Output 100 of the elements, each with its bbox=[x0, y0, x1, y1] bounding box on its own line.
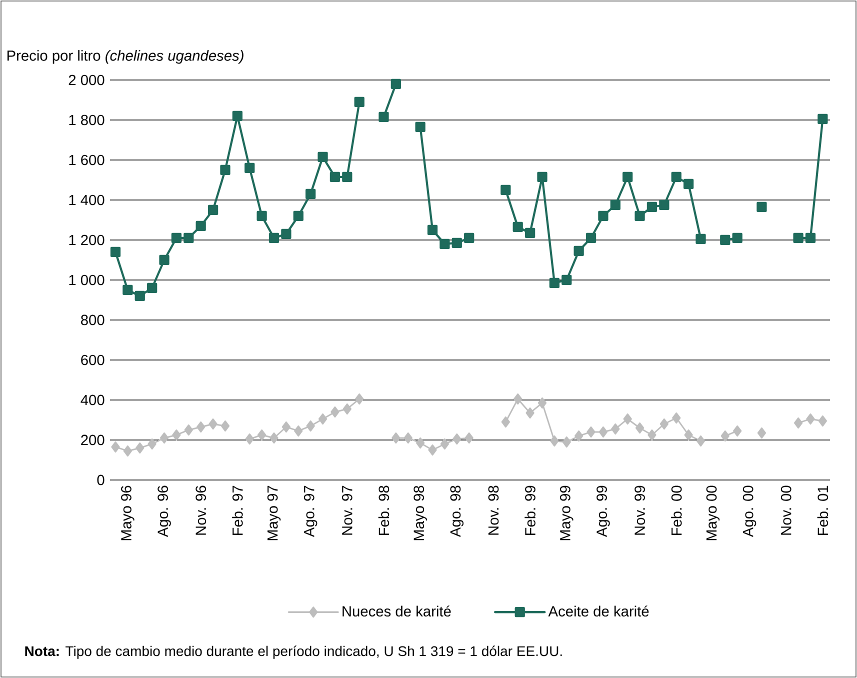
point bbox=[184, 232, 194, 244]
point bbox=[134, 290, 145, 302]
point bbox=[281, 228, 292, 240]
point bbox=[171, 232, 182, 244]
point bbox=[392, 432, 400, 444]
y-tick-label: 1 800 bbox=[69, 114, 104, 126]
point bbox=[538, 397, 547, 409]
y-tick-label: 800 bbox=[81, 314, 104, 326]
point bbox=[208, 204, 218, 216]
point bbox=[805, 232, 816, 244]
point bbox=[427, 224, 438, 236]
point bbox=[549, 278, 560, 288]
point bbox=[136, 442, 144, 454]
y-tick-label: 400 bbox=[80, 394, 104, 406]
point bbox=[148, 438, 156, 450]
point bbox=[452, 433, 462, 445]
point bbox=[550, 435, 559, 447]
point bbox=[574, 430, 584, 442]
point bbox=[415, 122, 426, 132]
x-tick-label: Nov. 96 bbox=[196, 486, 206, 535]
point bbox=[512, 222, 523, 232]
point bbox=[464, 432, 474, 444]
point bbox=[598, 426, 608, 438]
x-tick-label: Nov. 98 bbox=[488, 486, 499, 535]
point bbox=[268, 232, 280, 244]
x-tick-label: Mayo 00 bbox=[706, 486, 720, 540]
point bbox=[672, 412, 681, 424]
point bbox=[659, 200, 670, 210]
y-tick-label: 1 400 bbox=[69, 194, 104, 206]
point bbox=[147, 282, 158, 294]
point bbox=[378, 112, 389, 122]
point bbox=[634, 210, 645, 222]
point bbox=[660, 418, 669, 430]
point bbox=[160, 432, 169, 444]
point bbox=[293, 210, 304, 222]
point bbox=[110, 246, 121, 258]
point bbox=[294, 425, 303, 437]
point bbox=[452, 238, 462, 248]
point bbox=[440, 438, 450, 450]
y-tick-label: 1 000 bbox=[69, 274, 104, 286]
point bbox=[756, 202, 767, 212]
point bbox=[428, 444, 437, 456]
point bbox=[355, 393, 364, 405]
point bbox=[648, 429, 656, 441]
point bbox=[818, 114, 828, 124]
point bbox=[245, 433, 254, 445]
point bbox=[732, 425, 742, 437]
text: Nota: Tipo de cambio medio durante el período indicado, U Sh 1 319 = 1 dólar EE.UU. bbox=[25, 646, 562, 659]
point bbox=[537, 172, 548, 182]
point bbox=[342, 172, 352, 182]
point bbox=[683, 178, 694, 190]
point bbox=[404, 432, 412, 444]
point bbox=[757, 427, 766, 439]
point bbox=[270, 432, 278, 444]
legend-label: Nueces de karité bbox=[342, 606, 451, 617]
legend-label: Aceite de karité bbox=[548, 606, 649, 617]
x-tick-label: Ago. 97 bbox=[304, 486, 318, 538]
x-tick-label: Feb. 01 bbox=[817, 486, 828, 536]
y-tick-label: 2 000 bbox=[68, 74, 104, 86]
point bbox=[635, 422, 644, 434]
point bbox=[123, 445, 132, 457]
point bbox=[524, 228, 536, 238]
point bbox=[330, 406, 340, 418]
x-tick-label: Feb. 97 bbox=[232, 486, 243, 536]
point bbox=[318, 152, 328, 162]
point bbox=[598, 210, 608, 222]
x-tick-label: Nov. 99 bbox=[634, 486, 645, 535]
x-tick-label: Mayo 96 bbox=[121, 486, 134, 540]
point bbox=[208, 418, 218, 430]
point bbox=[562, 436, 571, 448]
x-tick-label: Ago. 98 bbox=[450, 486, 464, 538]
point bbox=[696, 435, 706, 447]
x-tick-label: Feb. 99 bbox=[524, 486, 536, 536]
point bbox=[732, 232, 742, 244]
point bbox=[793, 232, 804, 244]
point bbox=[306, 188, 316, 200]
x-tick-label: Ago. 96 bbox=[158, 486, 171, 538]
point bbox=[354, 96, 364, 108]
point bbox=[622, 172, 633, 182]
point bbox=[416, 437, 425, 449]
point bbox=[720, 234, 730, 246]
point bbox=[330, 172, 340, 182]
point bbox=[464, 232, 474, 244]
point bbox=[306, 420, 315, 432]
x-tick-label: Ago. 99 bbox=[596, 486, 610, 538]
y-tick-label: 1 600 bbox=[69, 154, 104, 166]
y-tick-label: 200 bbox=[81, 434, 104, 446]
point bbox=[318, 413, 328, 425]
point bbox=[220, 164, 230, 176]
x-tick-label: Mayo 98 bbox=[414, 486, 427, 540]
point bbox=[196, 421, 206, 433]
point bbox=[610, 200, 620, 210]
x-tick-label: Nov. 97 bbox=[342, 486, 352, 535]
x-tick-label: Ago. 00 bbox=[742, 486, 756, 538]
point bbox=[501, 416, 510, 428]
point bbox=[500, 184, 511, 196]
point bbox=[586, 426, 596, 438]
point bbox=[806, 413, 815, 425]
point bbox=[720, 430, 730, 442]
point bbox=[232, 110, 242, 122]
